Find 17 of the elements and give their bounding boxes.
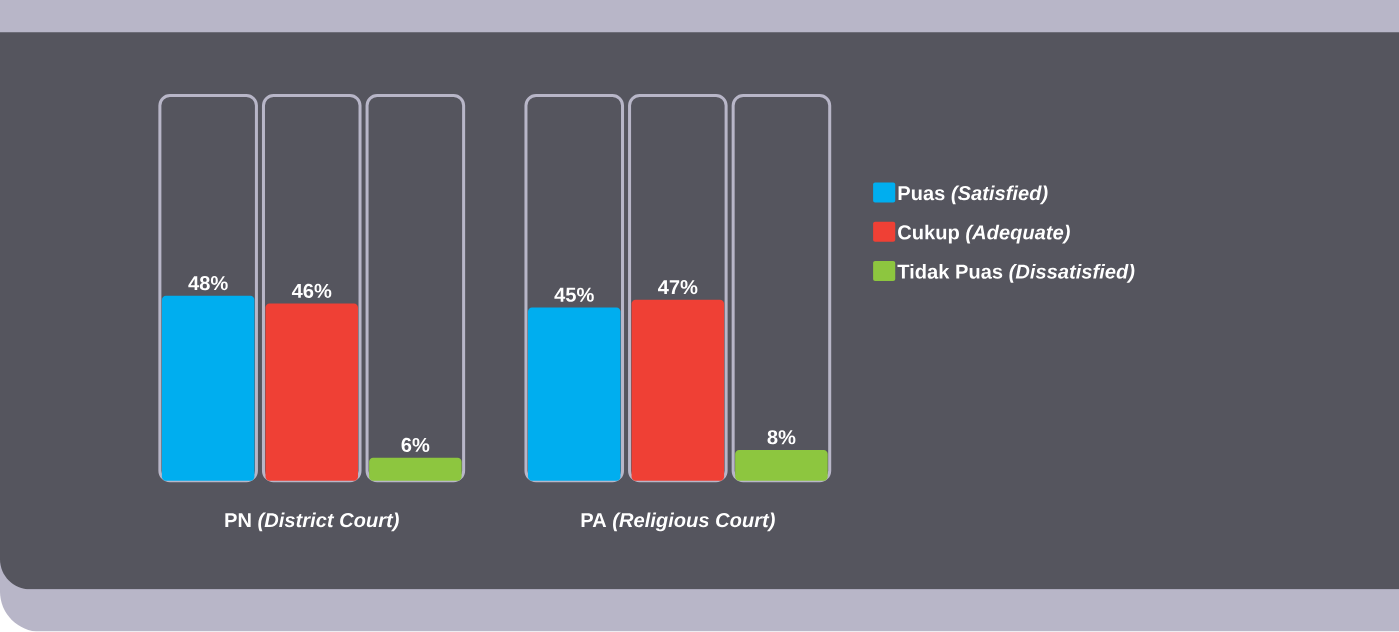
bar bbox=[265, 303, 359, 481]
bar bbox=[735, 450, 828, 481]
bar bbox=[369, 457, 462, 481]
legend-label: Tidak Puas (Dissatisfied) bbox=[897, 264, 1135, 283]
data-label: 45% bbox=[554, 287, 594, 303]
data-label: 8% bbox=[767, 430, 796, 445]
x-tick-label: PN (District Court) bbox=[225, 512, 399, 532]
data-label: 47% bbox=[658, 280, 698, 295]
data-label: 6% bbox=[401, 438, 430, 453]
bar bbox=[161, 296, 255, 481]
bar bbox=[631, 299, 725, 481]
data-label: 48% bbox=[188, 276, 228, 291]
legend-label: Cukup (Adequate) bbox=[898, 224, 1070, 244]
legend-label: Puas (Satisfied) bbox=[898, 185, 1048, 205]
x-tick-label: PA (Religious Court) bbox=[581, 512, 775, 532]
data-label: 46% bbox=[291, 283, 332, 299]
bar bbox=[527, 307, 621, 481]
